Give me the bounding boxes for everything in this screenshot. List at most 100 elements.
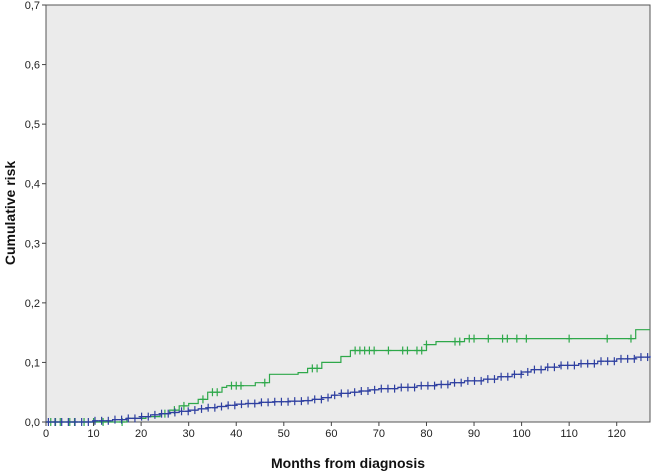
censor-mark bbox=[371, 346, 378, 355]
censor-mark bbox=[85, 418, 92, 426]
censor-mark bbox=[245, 399, 252, 408]
series-2 bbox=[45, 353, 651, 426]
censor-mark bbox=[231, 401, 238, 410]
censor-mark bbox=[371, 385, 378, 394]
censor-mark bbox=[418, 381, 425, 390]
x-tick-label: 90 bbox=[468, 428, 480, 440]
censor-mark bbox=[578, 359, 585, 368]
censor-mark bbox=[145, 412, 152, 421]
y-tick-label: 0,3 bbox=[25, 238, 40, 250]
censor-mark bbox=[285, 397, 292, 406]
y-tick-label: 0,5 bbox=[25, 119, 40, 131]
censor-mark bbox=[131, 414, 138, 423]
x-tick-label: 110 bbox=[560, 428, 578, 440]
censor-mark bbox=[398, 383, 405, 392]
censor-mark bbox=[551, 363, 558, 372]
censor-mark bbox=[504, 334, 511, 343]
censor-mark bbox=[345, 389, 351, 398]
censor-mark bbox=[531, 365, 538, 374]
censor-mark bbox=[318, 395, 325, 404]
x-tick-label: 80 bbox=[420, 428, 432, 440]
censor-mark bbox=[458, 378, 465, 387]
x-tick-label: 70 bbox=[373, 428, 385, 440]
censor-mark bbox=[185, 407, 192, 416]
censor-mark bbox=[218, 402, 225, 411]
censor-mark bbox=[198, 404, 205, 413]
censor-mark bbox=[617, 354, 624, 363]
censor-mark bbox=[105, 416, 112, 425]
censor-mark bbox=[411, 383, 418, 392]
censor-mark bbox=[311, 395, 318, 404]
censor-mark bbox=[485, 334, 492, 343]
censor-mark bbox=[180, 401, 187, 410]
x-tick-label: 50 bbox=[278, 428, 290, 440]
censor-mark bbox=[464, 376, 471, 385]
censor-mark bbox=[591, 359, 598, 368]
censor-mark bbox=[91, 416, 98, 425]
censor-mark bbox=[171, 408, 178, 417]
censor-mark bbox=[251, 399, 258, 408]
x-tick-label: 40 bbox=[230, 428, 242, 440]
censor-mark bbox=[564, 361, 571, 370]
censor-mark bbox=[498, 372, 505, 381]
x-tick-label: 20 bbox=[135, 428, 147, 440]
censor-mark bbox=[424, 381, 431, 390]
censor-mark bbox=[524, 367, 531, 376]
censor-mark bbox=[418, 346, 425, 355]
y-tick-label: 0,2 bbox=[25, 298, 40, 310]
censor-mark bbox=[637, 353, 644, 362]
censor-mark bbox=[199, 395, 206, 404]
censor-mark bbox=[265, 398, 272, 407]
censor-mark bbox=[214, 388, 221, 397]
censor-mark bbox=[391, 384, 398, 393]
censor-mark bbox=[478, 376, 485, 385]
censor-mark bbox=[513, 334, 520, 343]
censor-mark bbox=[471, 376, 478, 385]
censor-mark bbox=[404, 346, 411, 355]
y-tick-label: 0,4 bbox=[25, 179, 40, 191]
x-tick-label: 10 bbox=[87, 428, 99, 440]
censor-mark bbox=[331, 391, 338, 400]
censor-mark bbox=[444, 380, 451, 389]
censor-mark bbox=[261, 378, 268, 387]
censor-mark bbox=[125, 414, 132, 423]
censor-mark bbox=[504, 372, 511, 381]
censor-mark bbox=[211, 403, 218, 412]
censor-mark bbox=[271, 397, 278, 406]
censor-mark bbox=[404, 383, 411, 392]
x-tick-label: 0 bbox=[43, 428, 49, 440]
censor-mark bbox=[118, 415, 125, 424]
x-tick-label: 100 bbox=[512, 428, 530, 440]
censor-mark bbox=[351, 388, 358, 397]
censor-mark bbox=[158, 409, 165, 418]
censor-mark bbox=[518, 370, 525, 379]
y-tick-label: 0,7 bbox=[25, 0, 40, 12]
y-tick-label: 0,0 bbox=[25, 417, 40, 429]
y-axis-title: Cumulative risk bbox=[2, 161, 18, 265]
censor-mark bbox=[604, 357, 611, 366]
censor-mark bbox=[624, 354, 631, 363]
censor-mark bbox=[544, 363, 551, 372]
y-tick-label: 0,6 bbox=[25, 60, 40, 72]
censor-mark bbox=[378, 384, 385, 393]
censor-mark bbox=[291, 397, 298, 406]
censor-mark bbox=[258, 398, 265, 407]
censor-mark bbox=[358, 387, 365, 396]
censor-mark bbox=[566, 334, 573, 343]
censor-mark bbox=[511, 370, 518, 379]
x-axis-title: Months from diagnosis bbox=[271, 455, 425, 471]
censor-mark bbox=[538, 365, 545, 374]
censor-mark bbox=[571, 361, 578, 370]
x-tick-label: 60 bbox=[325, 428, 337, 440]
censor-mark bbox=[225, 401, 232, 410]
censor-mark bbox=[423, 340, 430, 349]
censor-mark bbox=[305, 396, 312, 405]
censor-mark bbox=[151, 410, 158, 419]
censor-mark bbox=[205, 403, 212, 412]
censor-mark bbox=[78, 418, 85, 426]
censor-mark bbox=[325, 393, 332, 402]
censor-mark bbox=[298, 397, 305, 406]
censor-mark bbox=[523, 334, 530, 343]
censor-mark bbox=[237, 381, 244, 390]
